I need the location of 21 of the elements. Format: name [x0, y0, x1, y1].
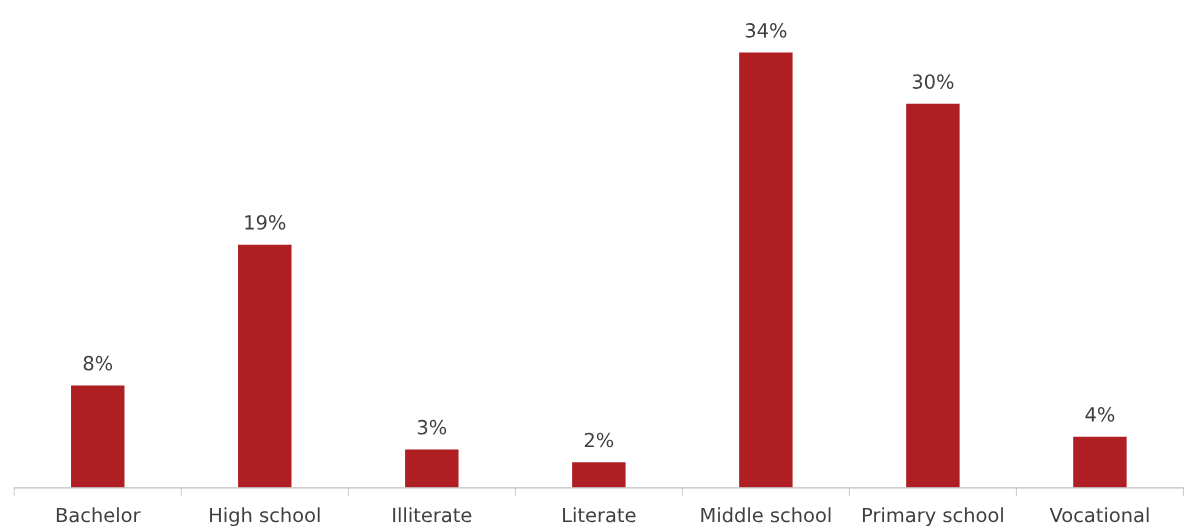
- bar: [739, 52, 793, 488]
- x-tick-label: Illiterate: [393, 507, 472, 523]
- x-tick-label: Bachelor: [56, 507, 141, 523]
- bar: [1073, 436, 1127, 488]
- x-tick-label: High school: [210, 507, 320, 527]
- data-label: 8%: [83, 355, 113, 371]
- bar: [906, 103, 960, 488]
- bar: [238, 244, 292, 488]
- x-tick-label: Middle school: [701, 507, 831, 523]
- data-label: 34%: [745, 23, 787, 38]
- x-tick-label: Literate: [563, 507, 636, 523]
- data-label: 30%: [912, 74, 954, 89]
- x-tick-label: Vocational: [1049, 507, 1149, 523]
- data-label: 2%: [584, 432, 614, 448]
- bar: [71, 385, 125, 488]
- x-tick-label: Primary school: [862, 507, 1003, 527]
- data-label: 4%: [1085, 407, 1115, 422]
- bar: [572, 462, 626, 488]
- data-label: 19%: [245, 215, 286, 230]
- data-label: 3%: [417, 419, 447, 435]
- bar: [405, 449, 459, 488]
